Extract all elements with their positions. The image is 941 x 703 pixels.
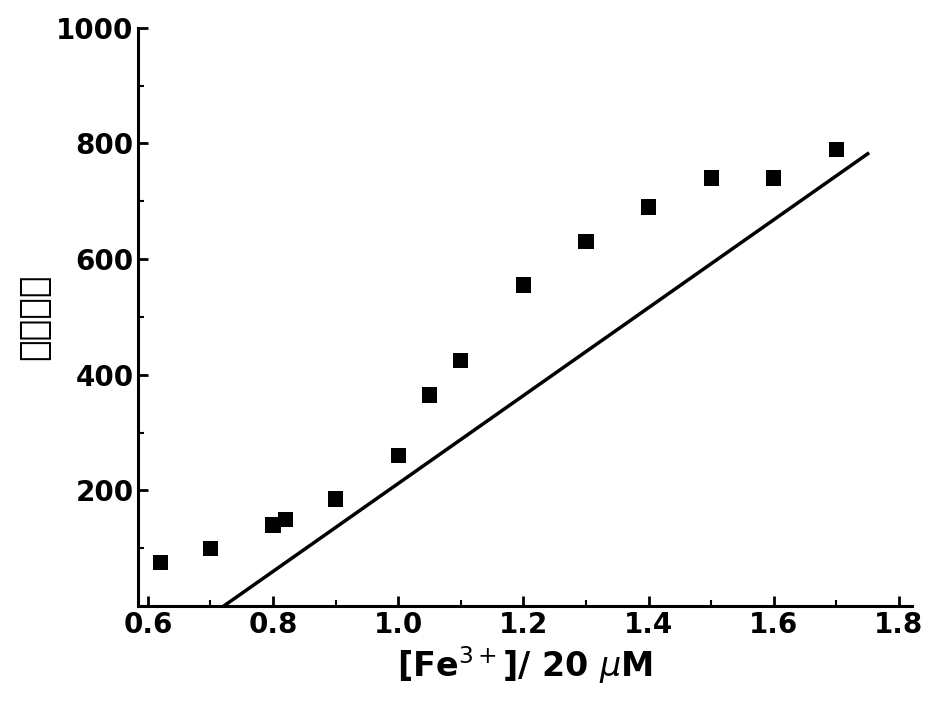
Point (829, 143, 844, 155)
Point (152, 557, 167, 568)
Point (516, 280, 531, 291)
Point (641, 201, 656, 212)
Point (203, 543, 218, 554)
Point (422, 389, 437, 401)
Point (704, 172, 719, 183)
Point (454, 354, 469, 366)
Y-axis label: 荧光強度: 荧光強度 (17, 273, 51, 360)
Point (766, 172, 781, 183)
Point (278, 514, 293, 525)
Point (328, 494, 343, 505)
X-axis label: [Fe$^{3+}$]/ 20 $\mu$M: [Fe$^{3+}$]/ 20 $\mu$M (397, 645, 653, 686)
Point (579, 236, 594, 247)
Point (391, 450, 406, 461)
Point (265, 520, 280, 531)
